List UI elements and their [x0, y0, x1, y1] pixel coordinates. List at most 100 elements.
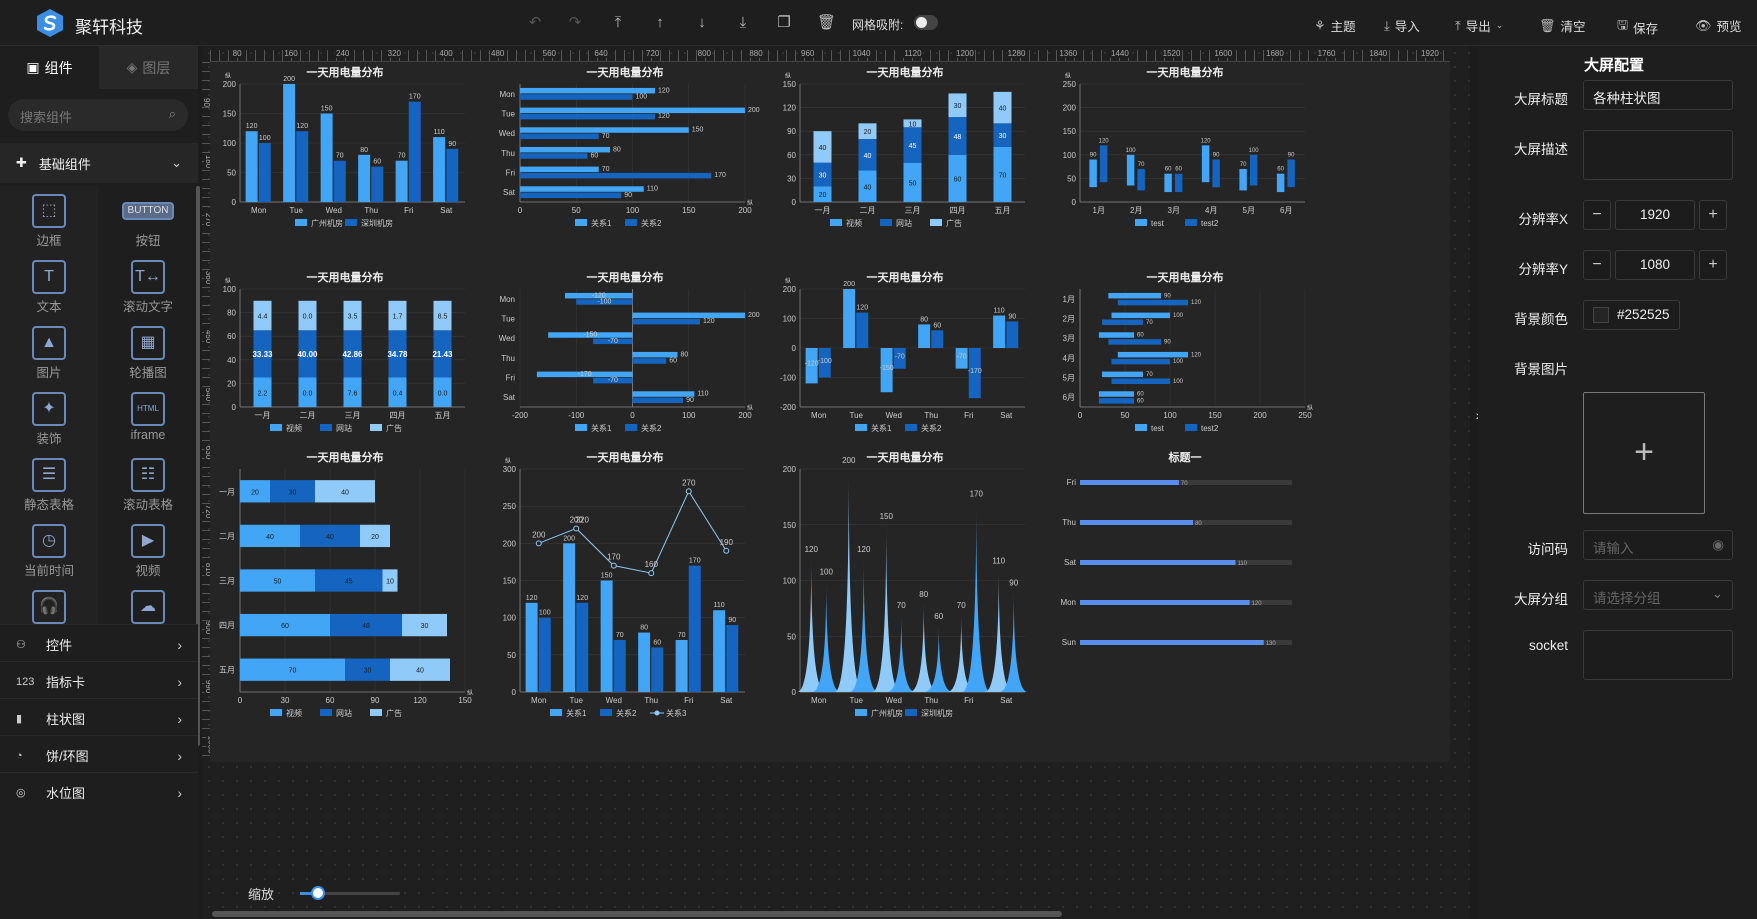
video-icon: ▶ [131, 524, 165, 558]
bgimg-upload-plus-icon[interactable]: + [1583, 392, 1705, 514]
collapse-panel-chevron-icon[interactable]: › [1470, 395, 1486, 435]
screen-desc-textarea[interactable] [1583, 130, 1733, 180]
component-border[interactable]: ⬚ 边框 [0, 186, 98, 259]
component-decoration[interactable]: ✦ 装饰 [0, 384, 98, 457]
component-label: 文本 [36, 300, 62, 314]
resx-plus-button[interactable]: + [1699, 200, 1727, 230]
carousel-icon: ▦ [131, 326, 165, 360]
resy-minus-button[interactable]: − [1583, 250, 1611, 280]
bar [1117, 299, 1188, 306]
component-clock[interactable]: ◷ 当前时间 [0, 516, 98, 589]
component-video[interactable]: ▶ 视频 [99, 516, 197, 589]
data-label: 100 [1126, 148, 1137, 154]
resy-plus-button[interactable]: + [1699, 250, 1727, 280]
component-label: 滚动文字 [122, 300, 173, 314]
bar [270, 480, 315, 503]
legend-swatch [625, 219, 637, 226]
move-down-icon[interactable]: ↓ [698, 14, 706, 31]
category-controls[interactable]: ⚇ 控件 › [0, 624, 198, 664]
spike-bar [947, 613, 976, 692]
screen-title-input[interactable]: 各种柱状图 [1583, 80, 1733, 110]
access-code-placeholder: 请输入 [1593, 541, 1634, 556]
resy-input[interactable]: 1080 [1615, 250, 1695, 280]
component-text[interactable]: T 文本 [0, 252, 98, 325]
tick-label: -100 [568, 411, 585, 420]
screen-canvas[interactable]: 一天用电量分布 0 50 100 150 200 纵 Mon Tue Wed Thu Fri Sat 12… [210, 62, 1450, 762]
bar [563, 543, 576, 692]
data-label: 60 [934, 612, 943, 621]
copy-icon[interactable]: ❐ [777, 14, 791, 31]
tick-label: -200 [780, 403, 797, 412]
component-label: 当前时间 [23, 564, 74, 578]
move-bottom-icon[interactable]: ⤓ [739, 14, 747, 31]
component-image[interactable]: ▲ 图片 [0, 318, 98, 391]
data-label: 60 [1137, 333, 1144, 339]
component-carousel[interactable]: ▦ 轮播图 [99, 318, 197, 391]
bar [632, 397, 684, 404]
socket-textarea[interactable] [1583, 630, 1733, 680]
tick-label: 30 [787, 174, 796, 183]
category-basic[interactable]: ✚ 基础组件 ⌄ [0, 143, 198, 183]
grid-snap-toggle[interactable] [914, 15, 938, 30]
undo-icon[interactable]: ↶ [528, 14, 542, 31]
data-label: 30 [819, 172, 827, 179]
export-button[interactable]: ⤒ 导出 ⌄ [1455, 16, 1503, 35]
canvas-horizontal-scrollbar[interactable] [202, 911, 1470, 917]
tab-layers[interactable]: ◈ 图层 [99, 46, 198, 89]
component-iframe[interactable]: HTML iframe [99, 384, 197, 457]
access-code-input[interactable]: 请输入 ◉ [1583, 530, 1733, 560]
import-button[interactable]: ⤓ 导入 [1384, 16, 1420, 35]
spike-bar [909, 602, 938, 692]
tick-label: 100 [223, 139, 237, 148]
component-search-input[interactable]: 搜索组件 ⌕ [8, 99, 188, 131]
category-label: Sat [1000, 696, 1013, 705]
move-up-icon[interactable]: ↑ [656, 14, 664, 31]
zoom-slider[interactable] [300, 886, 400, 900]
group-select[interactable]: 请选择分组 ⌄ [1583, 580, 1733, 610]
ruler-tick-label: 480 [490, 49, 506, 58]
component-button[interactable]: BUTTON 按钮 [99, 186, 197, 259]
spike-bar [849, 558, 878, 692]
bar-chart-icon: ▮ [16, 713, 23, 725]
zoom-slider-knob[interactable] [311, 886, 325, 900]
component-label: 图片 [36, 366, 62, 380]
data-label: 40 [819, 145, 827, 152]
bar [893, 348, 906, 369]
delete-icon[interactable]: 🗑 [817, 14, 837, 31]
sidebar-scrollbar[interactable] [196, 186, 200, 746]
bar [520, 113, 655, 120]
move-top-icon[interactable]: ⤒ [614, 14, 622, 31]
theme-button[interactable]: ⚘ 主题 [1314, 16, 1356, 35]
image-icon: ▲ [32, 326, 66, 360]
bgcolor-picker[interactable]: #252525 [1583, 300, 1680, 330]
chevron-right-icon: › [177, 747, 182, 764]
category-pie-chart[interactable]: ◔ 饼/环图 › [0, 735, 198, 775]
data-label: 160 [645, 560, 659, 569]
category-water-level[interactable]: ◎ 水位图 › [0, 772, 198, 812]
category-bar-chart[interactable]: ▮ 柱状图 › [0, 698, 198, 738]
category-label: 饼/环图 [46, 749, 89, 764]
component-scroll-table[interactable]: ☷ 滚动表格 [99, 450, 197, 523]
preview-button[interactable]: 👁 预览 [1695, 16, 1742, 35]
category-label: Sun [1062, 638, 1076, 647]
resx-minus-button[interactable]: − [1583, 200, 1611, 230]
resx-input[interactable]: 1920 [1615, 200, 1695, 230]
clear-button[interactable]: 🗑 清空 [1539, 16, 1586, 35]
data-label: -70 [608, 338, 618, 345]
data-label: 90 [1164, 293, 1171, 299]
component-static-table[interactable]: ☰ 静态表格 [0, 450, 98, 523]
category-label: 3月 [1168, 206, 1180, 215]
category-kpi[interactable]: 123 指标卡 › [0, 661, 198, 701]
bar [632, 391, 695, 397]
redo-icon[interactable]: ↷ [568, 14, 582, 31]
scrollbar-thumb[interactable] [212, 911, 1062, 917]
progress-bar [1080, 640, 1264, 645]
save-button[interactable]: 🖫 保存 [1617, 16, 1658, 38]
axis-unit: 纵 [747, 200, 753, 207]
tab-components[interactable]: ▣ 组件 [0, 46, 99, 89]
eye-off-icon[interactable]: ◉ [1712, 537, 1724, 552]
group-label: 大屏分组 [1514, 592, 1568, 607]
component-marquee-text[interactable]: T↔ 滚动文字 [99, 252, 197, 325]
